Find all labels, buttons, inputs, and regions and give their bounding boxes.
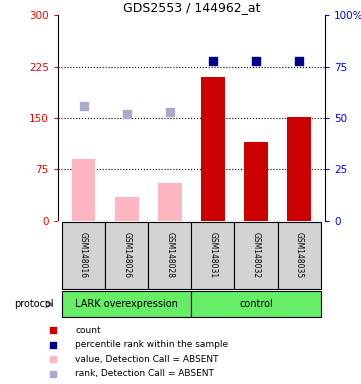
- Point: [81, 103, 87, 109]
- Text: control: control: [239, 299, 273, 310]
- Point: [50, 356, 56, 362]
- Point: [296, 58, 302, 64]
- Text: percentile rank within the sample: percentile rank within the sample: [75, 340, 228, 349]
- Point: [124, 111, 130, 117]
- Text: count: count: [75, 326, 101, 335]
- Point: [50, 371, 56, 377]
- FancyBboxPatch shape: [191, 291, 321, 317]
- Text: value, Detection Call = ABSENT: value, Detection Call = ABSENT: [75, 355, 218, 364]
- FancyBboxPatch shape: [105, 222, 148, 288]
- Text: GSM148026: GSM148026: [122, 232, 131, 278]
- Point: [50, 328, 56, 334]
- Text: GSM148035: GSM148035: [295, 232, 304, 278]
- Text: GSM148028: GSM148028: [165, 232, 174, 278]
- FancyBboxPatch shape: [62, 222, 105, 288]
- Text: GSM148016: GSM148016: [79, 232, 88, 278]
- Point: [210, 58, 216, 64]
- FancyBboxPatch shape: [278, 222, 321, 288]
- Text: GSM148032: GSM148032: [252, 232, 260, 278]
- FancyBboxPatch shape: [191, 222, 234, 288]
- Bar: [115, 197, 139, 221]
- Bar: [72, 159, 95, 221]
- FancyBboxPatch shape: [62, 291, 191, 317]
- Text: rank, Detection Call = ABSENT: rank, Detection Call = ABSENT: [75, 369, 214, 378]
- Point: [253, 58, 259, 64]
- Point: [50, 342, 56, 348]
- Title: GDS2553 / 144962_at: GDS2553 / 144962_at: [123, 1, 260, 14]
- Bar: [158, 183, 182, 221]
- Bar: [287, 117, 311, 221]
- FancyBboxPatch shape: [148, 222, 191, 288]
- FancyBboxPatch shape: [234, 222, 278, 288]
- Text: protocol: protocol: [14, 299, 54, 310]
- Bar: [201, 77, 225, 221]
- Point: [167, 109, 173, 115]
- Bar: [244, 142, 268, 221]
- Text: LARK overexpression: LARK overexpression: [75, 299, 178, 310]
- Text: GSM148031: GSM148031: [208, 232, 217, 278]
